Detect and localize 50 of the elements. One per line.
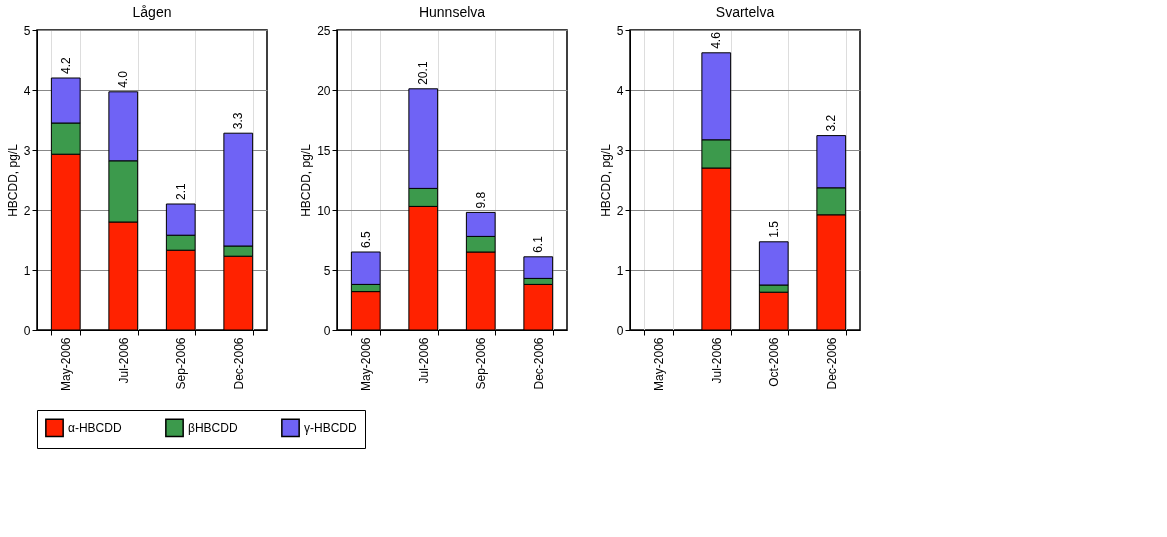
total-label: 6.1 xyxy=(531,235,546,253)
legend-label: βHBCDD xyxy=(188,420,238,435)
y-tick-label: 1 xyxy=(23,263,31,278)
chart-title: Svartelva xyxy=(715,4,775,20)
y-tick-label: 15 xyxy=(317,143,331,158)
total-label: 3.3 xyxy=(231,112,246,130)
y-tick-label: 1 xyxy=(616,263,624,278)
total-label: 4.2 xyxy=(58,56,73,74)
x-tick-label: Jul-2006 xyxy=(709,337,724,384)
total-label: 1.5 xyxy=(766,220,781,238)
legend-label: α-HBCDD xyxy=(68,420,122,435)
legend-label: γ-HBCDD xyxy=(304,420,357,435)
y-tick-label: 4 xyxy=(616,83,624,98)
y-tick-label: 5 xyxy=(323,263,331,278)
y-tick-label: 0 xyxy=(323,323,331,338)
y-axis-title: HBCDD, pg/L xyxy=(299,143,314,217)
total-label: 4.0 xyxy=(116,70,131,88)
total-label: 3.2 xyxy=(824,114,839,132)
total-label: 20.1 xyxy=(416,61,431,85)
y-tick-label: 10 xyxy=(317,203,331,218)
chart-title: Lågen xyxy=(132,4,172,20)
y-tick-label: 0 xyxy=(616,323,624,338)
x-tick-label: Dec-2006 xyxy=(531,337,546,390)
x-tick-label: May-2006 xyxy=(59,337,74,391)
x-tick-label: May-2006 xyxy=(359,337,374,391)
y-axis-title: HBCDD, pg/L xyxy=(598,143,613,217)
y-tick-label: 4 xyxy=(23,83,31,98)
y-axis-title: HBCDD, pg/L xyxy=(5,143,20,217)
y-tick-label: 3 xyxy=(23,143,31,158)
x-tick-label: Sep-2006 xyxy=(174,337,189,390)
x-tick-label: Jul-2006 xyxy=(116,337,131,384)
y-tick-label: 2 xyxy=(616,203,624,218)
y-tick-label: 2 xyxy=(23,203,31,218)
total-label: 6.5 xyxy=(358,230,373,248)
y-tick-label: 5 xyxy=(23,23,31,38)
total-label: 4.6 xyxy=(709,31,724,49)
x-tick-label: Dec-2006 xyxy=(231,337,246,390)
total-label: 2.1 xyxy=(173,182,188,200)
chart-title: Hunnselva xyxy=(418,4,486,20)
y-tick-label: 5 xyxy=(616,23,624,38)
x-tick-label: Sep-2006 xyxy=(474,337,489,390)
y-tick-label: 0 xyxy=(23,323,31,338)
total-label: 9.8 xyxy=(473,191,488,209)
x-tick-label: May-2006 xyxy=(652,337,667,391)
y-tick-label: 20 xyxy=(317,83,331,98)
x-tick-label: Dec-2006 xyxy=(824,337,839,390)
x-tick-label: Jul-2006 xyxy=(416,337,431,384)
x-tick-label: Oct-2006 xyxy=(767,337,782,387)
y-tick-label: 25 xyxy=(317,23,331,38)
y-tick-label: 3 xyxy=(616,143,624,158)
